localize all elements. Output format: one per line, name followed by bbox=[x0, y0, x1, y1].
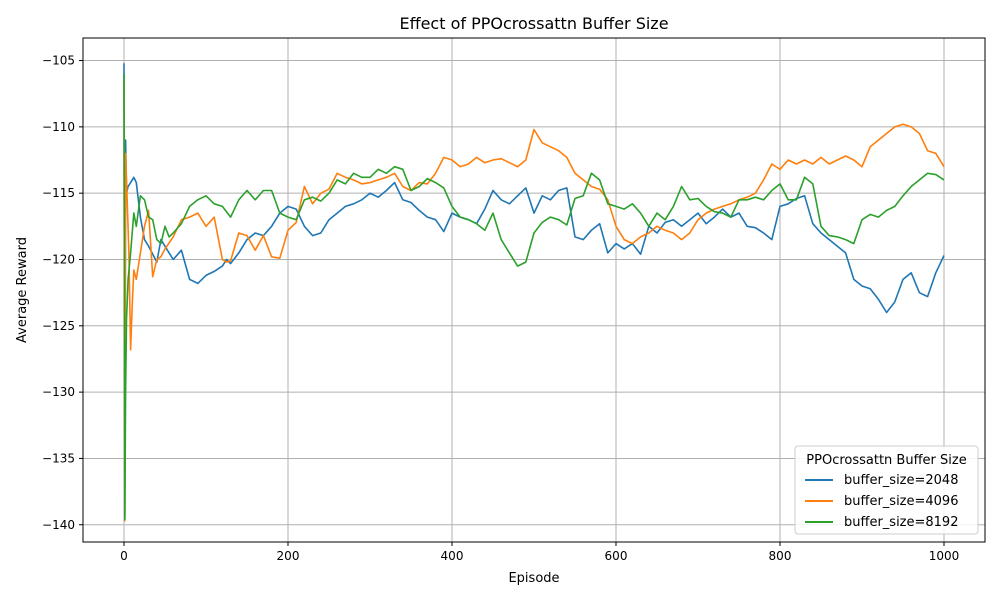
legend: PPOcrossattn Buffer Size buffer_size=204… bbox=[794, 445, 979, 535]
y-tick-label: −140 bbox=[42, 518, 75, 532]
legend-items: buffer_size=2048 buffer_size=4096 buffer_s… bbox=[805, 473, 958, 530]
x-tick-label: 400 bbox=[441, 549, 464, 563]
legend-label: buffer_size=8192 bbox=[844, 515, 958, 530]
x-tick-label: 800 bbox=[769, 549, 792, 563]
y-tick-label: −135 bbox=[42, 451, 75, 465]
series-line-3 bbox=[123, 73, 945, 521]
legend-box bbox=[794, 445, 979, 535]
y-tick-label: −125 bbox=[42, 319, 75, 333]
x-axis-label: Episode bbox=[508, 571, 559, 586]
y-tick-label: −120 bbox=[42, 252, 75, 266]
legend-label: buffer_size=4096 bbox=[844, 494, 958, 509]
plot-frame bbox=[82, 37, 986, 543]
y-tick-label: −115 bbox=[42, 186, 75, 200]
x-axis: 0 200 400 600 800 1000 bbox=[120, 542, 959, 563]
y-axis: −140 −135 −130 −125 −120 −115 −110 −105 bbox=[42, 54, 83, 532]
y-axis-label: Average Reward bbox=[15, 237, 30, 343]
x-tick-label: 1000 bbox=[929, 549, 960, 563]
x-tick-label: 200 bbox=[277, 549, 300, 563]
legend-label: buffer_size=2048 bbox=[844, 473, 958, 488]
series-layer bbox=[123, 63, 945, 522]
chart-title: Effect of PPOcrossattn Buffer Size bbox=[399, 14, 668, 33]
y-tick-label: −130 bbox=[42, 385, 75, 399]
x-tick-label: 0 bbox=[120, 549, 128, 563]
y-tick-label: −105 bbox=[42, 54, 75, 68]
legend-title: PPOcrossattn Buffer Size bbox=[806, 453, 966, 468]
series-line-2 bbox=[123, 80, 945, 522]
y-tick-label: −110 bbox=[42, 120, 75, 134]
x-tick-label: 600 bbox=[605, 549, 628, 563]
